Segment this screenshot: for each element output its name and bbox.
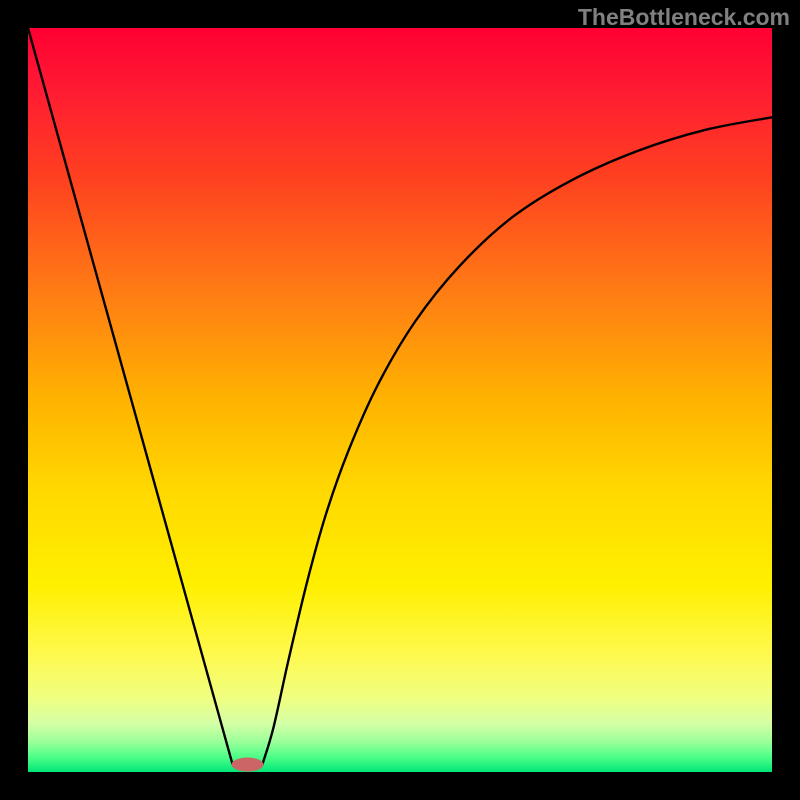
bottleneck-chart: [0, 0, 800, 800]
gradient-background: [28, 28, 772, 772]
chart-container: TheBottleneck.com: [0, 0, 800, 800]
optimal-marker: [231, 758, 263, 772]
watermark-text: TheBottleneck.com: [578, 4, 790, 31]
